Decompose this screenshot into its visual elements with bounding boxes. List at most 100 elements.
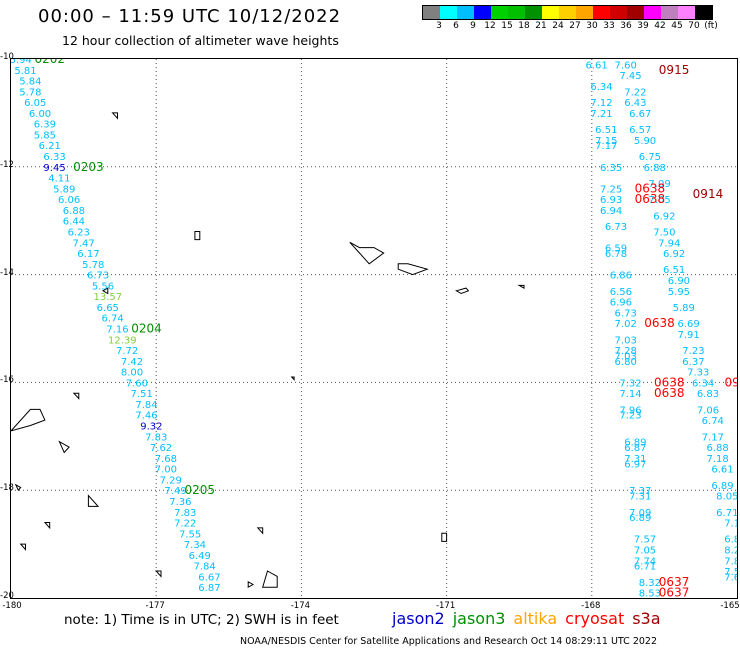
island-outline (43, 522, 51, 530)
wave-height-label: 7.96 (619, 405, 641, 416)
latitude-tick-label: -14 (0, 267, 14, 278)
wave-height-label: 7.47 (72, 238, 94, 249)
wave-height-label: 7.5 (724, 567, 737, 578)
wave-height-label: 6.67 (629, 109, 651, 120)
wave-height-label: 6.35 (600, 163, 622, 174)
wave-height-label: 7.6 (724, 572, 737, 583)
legend-item-jason2: jason2 (392, 609, 445, 628)
pass-time-label: 0915 (659, 63, 690, 77)
wave-height-label: 7.02 (615, 319, 637, 330)
wave-height-label: 7.32 (619, 378, 641, 389)
wave-height-label: 13.57 (93, 292, 122, 303)
wave-height-label: 4.11 (48, 174, 70, 185)
pass-time-label: 0638 (654, 375, 685, 389)
wave-height-label: 6.96 (610, 298, 632, 309)
island-outline (11, 408, 46, 432)
latitude-tick-label: -16 (0, 375, 14, 386)
wave-height-label: 7.72 (116, 346, 138, 357)
wave-height-label: 6.05 (24, 98, 46, 109)
wave-height-label: 7.18 (707, 454, 729, 465)
wave-height-label: 5.89 (673, 303, 695, 314)
map-title: 00:00 – 11:59 UTC 10/12/2022 (38, 6, 342, 27)
wave-height-label: 6.93 (600, 195, 622, 206)
wave-height-label: 9.45 (43, 163, 65, 174)
color-swatch (457, 6, 474, 19)
pass-time-label: 0638 (635, 192, 666, 206)
wave-height-label: 6.88 (644, 163, 666, 174)
color-swatch (525, 6, 542, 19)
wave-height-label: 8.05 (716, 492, 737, 503)
color-scale-tick: 15 (501, 21, 513, 31)
color-swatch (661, 6, 678, 19)
legend-item-jason3: jason3 (452, 609, 506, 628)
color-scale-bar (422, 5, 713, 20)
pass-time-label: 0637 (659, 586, 690, 598)
wave-height-label: 6.17 (77, 249, 99, 260)
wave-height-label: 6.89 (629, 513, 651, 524)
legend-item-s3a: s3a (632, 609, 661, 628)
wave-height-label: 7.62 (150, 443, 172, 454)
wave-height-label: 5.84 (19, 77, 41, 88)
wave-height-label: 6.67 (198, 572, 220, 583)
wave-height-label: 6.87 (198, 583, 220, 594)
color-swatch (610, 6, 627, 19)
wave-height-label: 7.23 (682, 346, 704, 357)
wave-height-label: 7.83 (174, 508, 196, 519)
wave-height-label: 8.2 (724, 545, 737, 556)
wave-height-label: 7.00 (155, 465, 177, 476)
wave-height-label: 6.49 (189, 551, 211, 562)
wave-height-label: 7.09 (648, 179, 670, 190)
latitude-tick-label: -10 (0, 52, 14, 62)
wave-height-label: 6.65 (97, 303, 119, 314)
wave-height-label: 7.22 (624, 87, 646, 98)
wave-height-label: 7.28 (615, 346, 637, 357)
color-scale-tick: 3 (436, 21, 442, 31)
color-scale-tick: 36 (620, 21, 632, 31)
wave-height-label: 6.78 (605, 249, 627, 260)
wave-height-label: 7.46 (135, 411, 157, 422)
wave-height-label: 6.86 (610, 271, 632, 282)
color-swatch (423, 6, 440, 19)
island-outline (19, 543, 26, 551)
wave-height-label: 6.71 (634, 562, 656, 573)
wave-height-label: 6.88 (707, 443, 729, 454)
wave-height-label: 7.16 (106, 325, 128, 336)
wave-height-label: 7.03 (615, 335, 637, 346)
wave-height-label: 6.74 (102, 314, 124, 325)
legend-item-altika: altika (513, 609, 558, 628)
color-scale-tick: 42 (654, 21, 666, 31)
wave-height-label: 7.17 (595, 141, 617, 152)
island-outline (441, 532, 448, 542)
wave-height-label: 6.51 (595, 125, 617, 136)
wave-height-label: 12.39 (108, 335, 137, 346)
wave-height-label: 7.42 (121, 357, 143, 368)
wave-height-label: 7.03 (615, 351, 637, 362)
color-scale-tick: 9 (470, 21, 476, 31)
island-outline (72, 392, 80, 400)
color-scale-tick: 45 (671, 21, 683, 31)
wave-height-label: 6.89 (624, 438, 646, 449)
color-scale-tick: 27 (569, 21, 581, 31)
longitude-tick-label: -180 (2, 601, 22, 611)
pass-time-label: 0202 (34, 59, 65, 66)
wave-height-label: 6.39 (34, 120, 56, 131)
latitude-tick-label: -20 (0, 591, 14, 601)
wave-height-label: 6.97 (624, 459, 646, 470)
wave-height-label: 5.95 (668, 287, 690, 298)
wave-height-label: 5.81 (14, 66, 36, 77)
wave-height-label: 7.84 (135, 400, 157, 411)
pass-time-label: 0638 (635, 181, 666, 195)
wave-height-label: 7.21 (590, 109, 612, 120)
wave-height-label: 6.21 (39, 141, 61, 152)
color-scale-ticks: 3 6 9 12 15 18 21 24 27 30 33 36 39 42 45 70 (ft) (0, 21, 740, 35)
longitude-tick-label: -165 (720, 601, 740, 611)
longitude-tick-label: -168 (581, 601, 601, 611)
wave-height-label: 7.34 (184, 540, 206, 551)
wave-height-label: 6.87 (624, 443, 646, 454)
wave-height-label: 9.32 (140, 422, 162, 433)
wave-height-label: 7.05 (634, 545, 656, 556)
wave-height-label: 7.68 (155, 454, 177, 465)
island-outline (256, 527, 264, 535)
island-outline (517, 284, 525, 289)
wave-height-label: 7.94 (658, 238, 680, 249)
